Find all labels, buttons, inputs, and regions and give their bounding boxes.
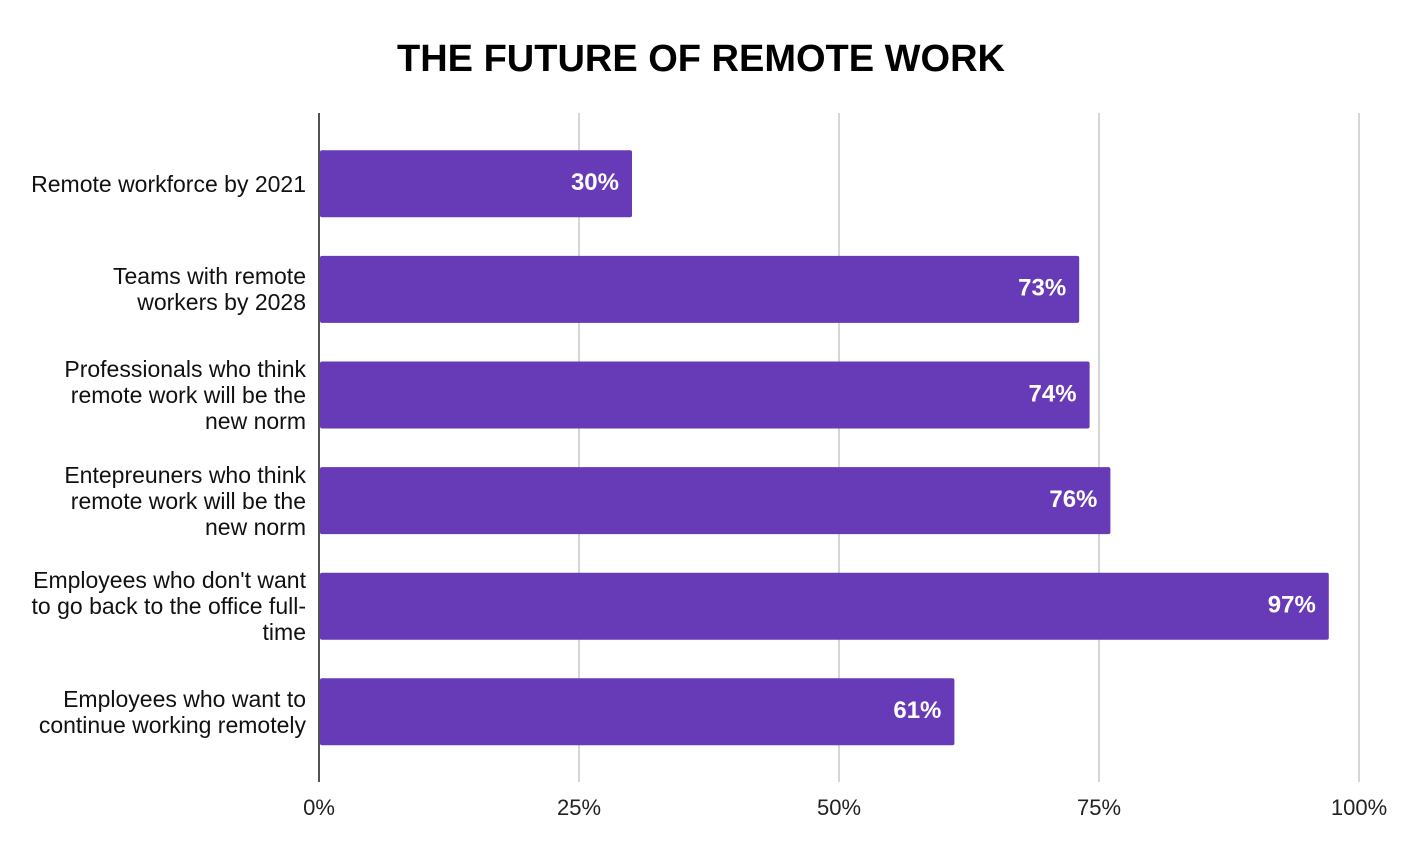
bar: [320, 150, 632, 218]
chart-title: THE FUTURE OF REMOTE WORK: [397, 38, 1006, 80]
value-label: 73%: [1018, 275, 1066, 302]
category-label-box: Remote workforce by 2021: [30, 134, 306, 234]
y-tick-label: Teams with remote workers by 2028: [112, 263, 306, 316]
y-tick-label: Employees who want to continue working r…: [38, 685, 306, 738]
bar: [320, 255, 1080, 323]
value-label: 74%: [1029, 380, 1077, 407]
y-tick-label: Employees who don't want to go back to t…: [31, 567, 306, 646]
category-label-box: Employees who don't want to go back to t…: [30, 556, 306, 656]
value-label: 97%: [1268, 592, 1316, 619]
x-tick-label: 25%: [557, 795, 601, 820]
bar: [320, 572, 1329, 640]
bar: [320, 467, 1111, 535]
value-label: 61%: [893, 697, 941, 724]
x-tick-label: 100%: [1331, 795, 1387, 820]
x-tick-label: 75%: [1077, 795, 1121, 820]
category-label-box: Teams with remote workers by 2028: [30, 239, 306, 339]
y-tick-label: Remote workforce by 2021: [31, 170, 306, 197]
bar: [320, 678, 955, 746]
x-tick-label: 50%: [817, 795, 861, 820]
category-label-box: Entepreuners who think remote work will …: [30, 451, 306, 551]
x-tick-label: 0%: [303, 795, 335, 820]
y-tick-label: Professionals who think remote work will…: [64, 356, 306, 434]
category-label-box: Employees who want to continue working r…: [30, 662, 306, 762]
value-label: 76%: [1049, 486, 1097, 513]
bar: [320, 361, 1090, 429]
category-label-box: Professionals who think remote work will…: [30, 345, 306, 445]
y-tick-label: Entepreuners who think remote work will …: [64, 461, 306, 540]
value-label: 30%: [571, 169, 619, 196]
